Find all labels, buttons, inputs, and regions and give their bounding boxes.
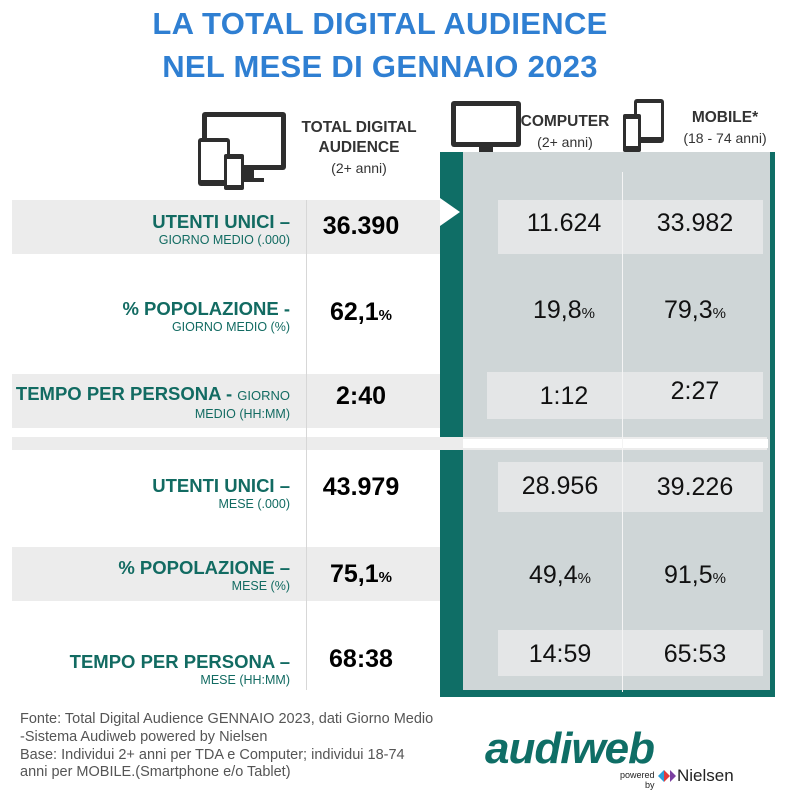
mobile-value: 79,3%: [663, 296, 726, 324]
mobile-value: 33.982: [656, 209, 734, 237]
total-value: 36.390: [322, 212, 400, 240]
column-separator: [306, 200, 307, 690]
total-value: 68:38: [329, 645, 393, 673]
row-label: UTENTI UNICI – MESE (.000): [152, 475, 290, 511]
mobile-column-header: MOBILE* (18 - 74 anni): [683, 109, 767, 146]
mobile-value: 91,5%: [663, 561, 726, 589]
row-label: % POPOLAZIONE - GIORNO MEDIO (%): [122, 298, 290, 334]
panel-notch: [440, 198, 460, 226]
total-value: 2:40: [335, 382, 387, 410]
computer-value: 49,4%: [528, 561, 591, 589]
value-box: [498, 462, 763, 512]
total-value: 75,1%: [329, 560, 392, 588]
computer-value: 14:59: [528, 640, 592, 668]
row-band-1: [12, 200, 440, 254]
value-box: [487, 372, 763, 419]
computer-value: 28.956: [521, 472, 599, 500]
row-label: TEMPO PER PERSONA - GIORNO MEDIO (HH:MM): [15, 383, 290, 421]
title-line-2: NEL MESE DI GENNAIO 2023: [162, 49, 598, 84]
nielsen-logo-icon: [658, 770, 676, 782]
value-box: [498, 200, 763, 254]
multi-device-icon: [198, 112, 286, 190]
audiweb-logo: audiweb powered by Nielsen: [485, 724, 734, 790]
total-value: 43.979: [322, 473, 400, 501]
computer-value: 19,8%: [532, 296, 595, 324]
row-band-3: [12, 374, 440, 428]
mobile-value: 2:27: [670, 377, 720, 405]
computer-column-header: COMPUTER (2+ anni): [520, 113, 610, 150]
row-label: % POPOLAZIONE – MESE (%): [118, 557, 290, 593]
row-band-5: [12, 547, 440, 601]
mobile-value: 65:53: [663, 640, 727, 668]
device-column-separator: [622, 172, 623, 692]
value-box: [498, 630, 763, 676]
computer-value: 11.624: [526, 209, 602, 237]
section-separator-panel: [463, 439, 768, 448]
mobile-devices-icon: [623, 99, 664, 152]
computer-value: 1:12: [539, 382, 589, 410]
row-label: UTENTI UNICI – GIORNO MEDIO (.000): [152, 211, 290, 247]
source-note: Fonte: Total Digital Audience GENNAIO 20…: [20, 711, 434, 781]
title-line-1: LA TOTAL DIGITAL AUDIENCE: [152, 6, 608, 41]
total-value: 62,1%: [329, 298, 392, 326]
mobile-value: 39.226: [656, 473, 734, 501]
monitor-icon: [451, 101, 521, 158]
row-label: TEMPO PER PERSONA – MESE (HH:MM): [69, 651, 290, 687]
tda-column-header: TOTAL DIGITAL AUDIENCE (2+ anni): [301, 119, 417, 176]
